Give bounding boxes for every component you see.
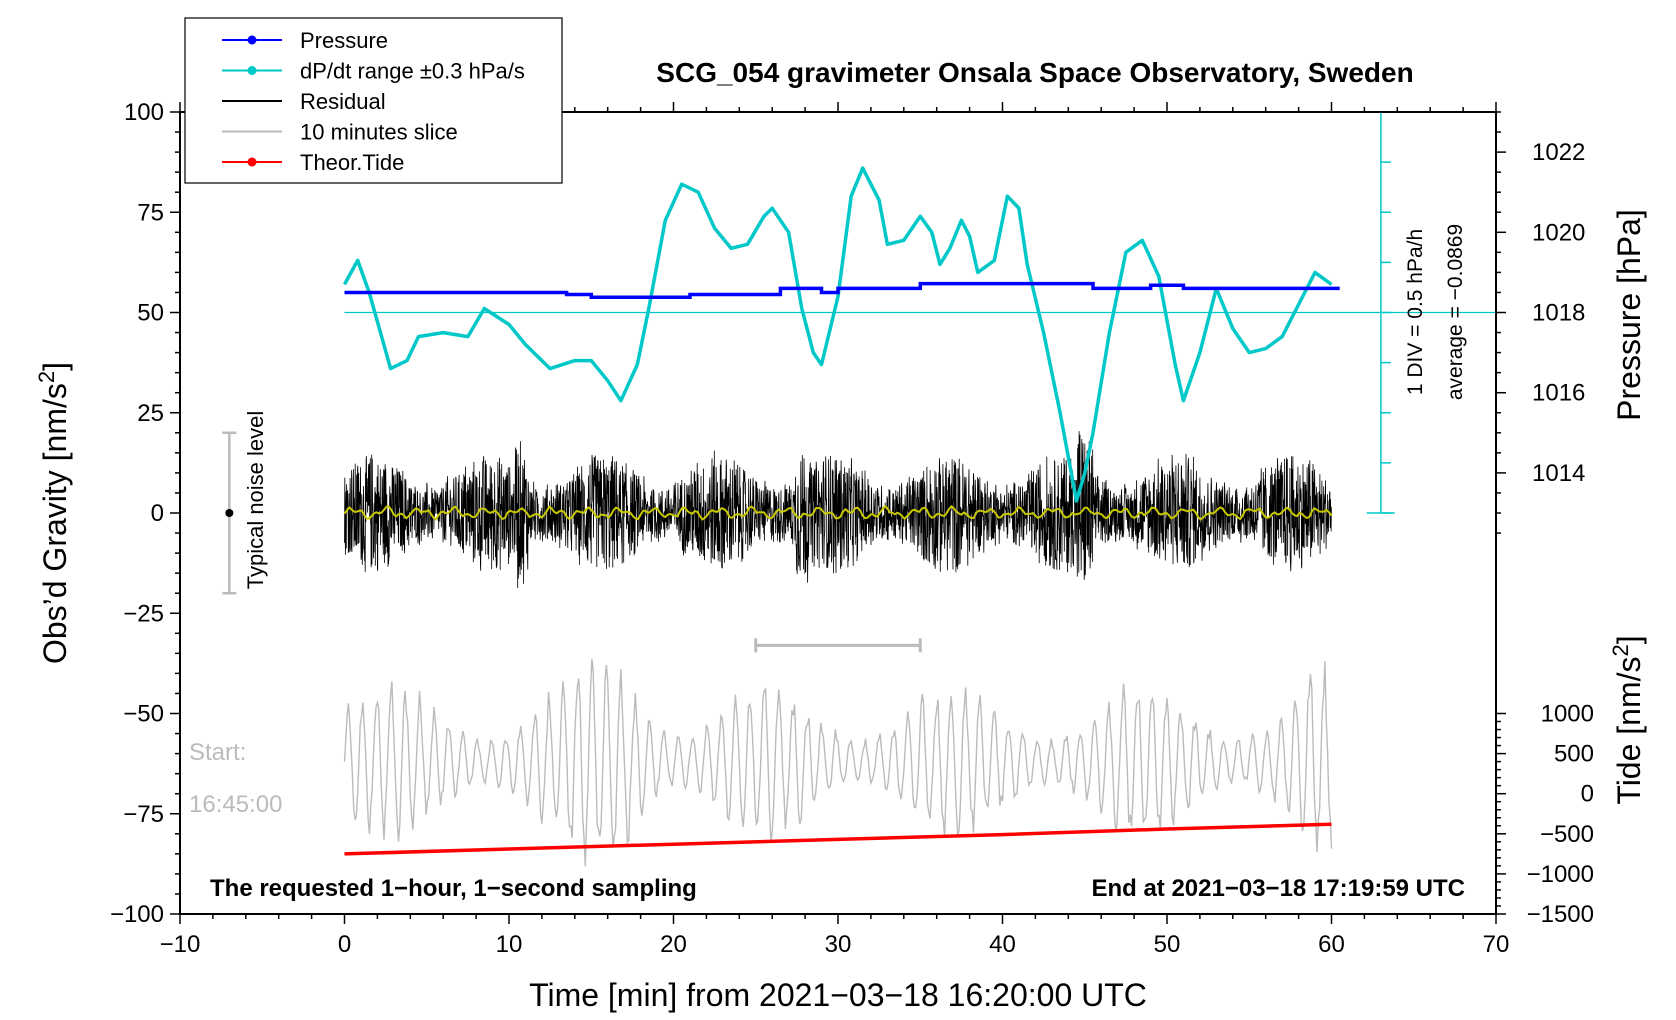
x-tick-label: 70: [1483, 931, 1510, 958]
pressure-line: [344, 281, 1340, 300]
chart-title: SCG_054 gravimeter Onsala Space Observat…: [656, 57, 1413, 88]
residual-line: [344, 431, 1332, 589]
y-axis-pressure-ticks: 1022 1020 1018 1016 1014: [1496, 111, 1585, 534]
x-tick-label: 0: [338, 931, 351, 958]
tide-line: [344, 822, 1332, 856]
y-axis-tide-label-end: ]: [1611, 635, 1647, 644]
legend-swatch-marker: [247, 35, 257, 45]
residual-smoothed-line: [343, 504, 1333, 521]
y-axis-tide-label: Tide [nm/s2]: [1608, 635, 1647, 804]
legend-label: 10 minutes slice: [300, 120, 458, 145]
x-tick-label: 50: [1154, 931, 1181, 958]
x-tick-label: 20: [660, 931, 687, 958]
y-axis-tide-label-main: Tide [nm/s: [1611, 656, 1647, 804]
pressure-tick-label: 1022: [1532, 139, 1585, 166]
plot-data-layer: [222, 112, 1496, 867]
bottom-right-note: End at 2021−03−18 17:19:59 UTC: [1091, 875, 1465, 902]
noise-bar-center-dot: [225, 509, 234, 517]
tide-tick-label: 1000: [1541, 701, 1594, 728]
y-left-tick-label: 0: [151, 500, 164, 527]
legend-label: dP/dt range ±0.3 hPa/s: [300, 59, 525, 84]
y-left-tick-label: −25: [123, 600, 164, 627]
x-axis-ticks: −10 0 10 20 30 40 50 60 70: [160, 102, 1510, 958]
pressure-tick-label: 1020: [1532, 219, 1585, 246]
y-axis-tide-ticks: 1000 500 0 −500 −1000 −1500: [1496, 701, 1594, 928]
y-left-tick-label: 75: [137, 199, 164, 226]
legend-swatch-marker: [247, 157, 257, 167]
start-label-line1: Start:: [189, 739, 246, 766]
average-label: average = −0.0869: [1444, 224, 1467, 400]
legend-label: Theor.Tide: [300, 150, 404, 175]
x-tick-label: 60: [1318, 931, 1345, 958]
y-left-tick-label: −50: [123, 701, 164, 728]
legend-swatch-marker: [247, 66, 257, 75]
y-axis-left-label-main: Obs’d Gravity [nm/s: [37, 383, 73, 664]
y-axis-left-ticks: 100 75 50 25 0 −25 −50 −75 −100: [110, 99, 180, 928]
tide-tick-label: −1500: [1527, 901, 1594, 928]
tide-tick-label: −1000: [1527, 861, 1594, 888]
x-tick-label: 40: [989, 931, 1016, 958]
y-left-tick-label: 100: [124, 99, 164, 126]
tide-tick-label: 500: [1554, 741, 1594, 768]
pressure-tick-label: 1014: [1532, 460, 1585, 487]
noise-level-label: Typical noise level: [243, 411, 268, 590]
legend-label: Pressure: [300, 28, 388, 53]
pressure-tick-label: 1018: [1532, 300, 1585, 327]
y-axis-left-label-end: ]: [37, 362, 73, 371]
legend-label: Residual: [300, 89, 386, 114]
start-label-line2: 16:45:00: [189, 791, 282, 818]
y-axis-left-label: Obs’d Gravity [nm/s2]: [34, 362, 73, 664]
y-axis-left-label-sup: 2: [34, 371, 59, 383]
x-tick-label: 10: [496, 931, 523, 958]
x-axis-label: Time [min] from 2021−03−18 16:20:00 UTC: [529, 977, 1147, 1013]
x-tick-label: −10: [160, 931, 201, 958]
y-left-tick-label: 25: [137, 400, 164, 427]
ten-minutes-slice-line: [343, 659, 1333, 867]
div-scale-label: 1 DIV = 0.5 hPa/h: [1404, 229, 1427, 395]
x-tick-label: 30: [825, 931, 852, 958]
tide-tick-label: −500: [1540, 821, 1594, 848]
y-left-tick-label: −75: [123, 801, 164, 828]
legend: Pressure dP/dt range ±0.3 hPa/s Residual 10…: [184, 17, 563, 184]
tide-tick-label: 0: [1581, 781, 1594, 808]
pressure-tick-label: 1016: [1532, 380, 1585, 407]
y-axis-tide-label-sup: 2: [1608, 644, 1633, 656]
bottom-left-note: The requested 1−hour, 1−second sampling: [210, 875, 697, 902]
dpdt-line: [342, 166, 1333, 503]
y-axis-pressure-label: Pressure [hPa]: [1611, 209, 1647, 421]
y-left-tick-label: 50: [137, 300, 164, 327]
y-left-tick-label: −100: [110, 901, 164, 928]
